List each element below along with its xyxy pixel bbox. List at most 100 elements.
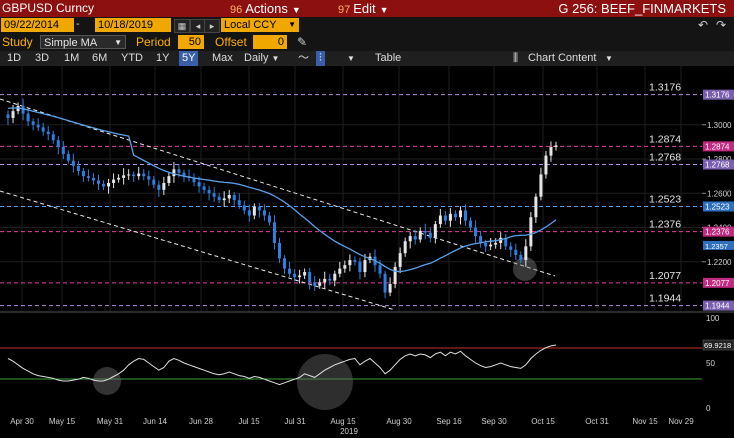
axis-level-text: 1.2523 bbox=[705, 202, 730, 211]
function-title: G 256: BEEF_FINMARKETS bbox=[558, 1, 726, 16]
period-5y[interactable]: 5Y bbox=[179, 51, 199, 66]
candle-body bbox=[494, 242, 498, 245]
period-1m[interactable]: 1M bbox=[64, 52, 80, 64]
candle-body bbox=[61, 147, 65, 154]
candle-chart-icon[interactable]: ⫶ bbox=[316, 51, 325, 66]
period-6m[interactable]: 6M bbox=[92, 52, 108, 64]
x-tick-label: Jul 15 bbox=[238, 417, 260, 426]
axis-level-text: 1.2874 bbox=[705, 142, 730, 151]
horizontal-levels: 1.3176 1.2874 1.2768 1.2523 1.2376 1.2077 1.19… bbox=[0, 82, 702, 307]
candle-body bbox=[247, 210, 251, 216]
period-input[interactable]: 50 bbox=[178, 35, 204, 49]
level-label: 1.2077 bbox=[649, 270, 681, 282]
candle-body bbox=[262, 210, 266, 216]
table-button[interactable]: Table bbox=[375, 52, 402, 64]
chart-type-dropdown-icon[interactable]: ▼ bbox=[347, 54, 355, 63]
x-tick-label: May 15 bbox=[49, 417, 76, 426]
candle-body bbox=[378, 265, 382, 274]
period-1y[interactable]: 1Y bbox=[156, 52, 170, 64]
candle-body bbox=[36, 124, 40, 128]
price-chart[interactable]: 1.3176 1.2874 1.2768 1.2523 1.2376 1.2077 1.19… bbox=[0, 66, 734, 438]
x-tick-label: Nov 15 bbox=[632, 417, 658, 426]
candle-body bbox=[41, 127, 45, 132]
line-chart-icon[interactable]: 〜 bbox=[298, 52, 309, 64]
candle-body bbox=[423, 230, 427, 233]
candles bbox=[6, 98, 558, 299]
level-label: 1.2376 bbox=[649, 219, 681, 231]
candle-body bbox=[227, 194, 231, 199]
candle-body bbox=[303, 272, 307, 276]
candle-body bbox=[71, 160, 75, 166]
candle-body bbox=[358, 261, 362, 273]
candle-body bbox=[539, 174, 543, 197]
candle-body bbox=[408, 236, 412, 242]
candle-body bbox=[197, 182, 201, 187]
period-ytd[interactable]: YTD bbox=[121, 52, 143, 64]
study-select[interactable]: Simple MA ▼ bbox=[40, 35, 126, 49]
forward-icon[interactable]: ↷ bbox=[715, 18, 726, 32]
candle-body bbox=[147, 176, 151, 180]
candle-body bbox=[398, 253, 402, 267]
rsi-highlight-circle-1 bbox=[93, 367, 121, 395]
period-1d[interactable]: 1D bbox=[7, 52, 22, 64]
axis-level-tag bbox=[703, 89, 734, 100]
start-date-field[interactable]: 09/22/2014 bbox=[1, 18, 74, 32]
chart-grid bbox=[0, 66, 702, 312]
x-tick-label: Aug 15 bbox=[330, 417, 356, 426]
x-tick-label: Oct 31 bbox=[585, 417, 609, 426]
edit-menu[interactable]: 97 Edit ▼ bbox=[338, 1, 389, 16]
chart-content-dropdown-icon[interactable]: ▼ bbox=[605, 54, 613, 63]
x-tick-label: Sep 16 bbox=[436, 417, 462, 426]
next-arrow-icon[interactable]: ▸ bbox=[204, 19, 220, 33]
period-label: Period bbox=[136, 35, 171, 49]
candle-body bbox=[272, 222, 276, 243]
highlight-circle bbox=[513, 257, 537, 281]
level-label: 1.3176 bbox=[649, 82, 681, 94]
study-bar: Study Simple MA ▼ Period 50 Offset 0 ✎ bbox=[0, 34, 734, 51]
period-max[interactable]: Max bbox=[212, 52, 233, 64]
candle-body bbox=[167, 176, 171, 184]
actions-menu[interactable]: 96 Actions ▼ bbox=[230, 1, 301, 16]
candle-body bbox=[86, 176, 90, 178]
rsi-panel: 100 50 0 69.9218 bbox=[0, 314, 734, 413]
candle-body bbox=[26, 113, 30, 122]
pencil-icon[interactable]: ✎ bbox=[297, 35, 308, 49]
chart-content-button[interactable]: Chart Content bbox=[528, 52, 597, 64]
period-3d[interactable]: 3D bbox=[35, 52, 50, 64]
candle-body bbox=[318, 282, 322, 286]
candle-body bbox=[469, 220, 473, 228]
lower-trendline bbox=[0, 190, 396, 311]
candle-body bbox=[403, 241, 407, 254]
candle-body bbox=[489, 244, 493, 247]
candle-body bbox=[534, 196, 538, 218]
candle-body bbox=[363, 260, 367, 273]
candle-body bbox=[242, 205, 246, 211]
last-price-text: 1.2357 bbox=[705, 242, 728, 251]
study-label: Study bbox=[2, 35, 33, 49]
candle-body bbox=[393, 266, 397, 285]
end-date-field[interactable]: 10/18/2019 bbox=[95, 18, 171, 32]
currency-select[interactable]: Local CCY ▼ bbox=[221, 18, 299, 32]
candle-body bbox=[207, 189, 211, 194]
frequency-select[interactable]: Daily ▼ bbox=[244, 52, 280, 64]
candle-body bbox=[127, 174, 131, 176]
candle-body bbox=[428, 232, 432, 238]
rsi-axis-label: 50 bbox=[706, 359, 715, 368]
candle-body bbox=[328, 278, 332, 281]
chart-content-icon[interactable]: ⫼ bbox=[513, 52, 519, 64]
back-icon[interactable]: ↶ bbox=[697, 18, 708, 32]
candle-body bbox=[202, 186, 206, 190]
candle-body bbox=[458, 210, 462, 218]
candle-body bbox=[117, 177, 121, 180]
offset-input[interactable]: 0 bbox=[253, 35, 287, 49]
candle-body bbox=[112, 179, 116, 184]
candle-body bbox=[288, 268, 292, 274]
x-tick-label: May 31 bbox=[97, 417, 124, 426]
level-label: 1.2768 bbox=[649, 152, 681, 164]
level-label: 1.2523 bbox=[649, 193, 681, 205]
candle-body bbox=[162, 183, 166, 190]
calendar-icon[interactable]: ▦ bbox=[174, 19, 190, 33]
axis-level-tag bbox=[703, 277, 734, 288]
title-bar: GBPUSD Curncy 96 Actions ▼ 97 Edit ▼ G 256: … bbox=[0, 0, 734, 17]
candle-body bbox=[433, 224, 437, 238]
